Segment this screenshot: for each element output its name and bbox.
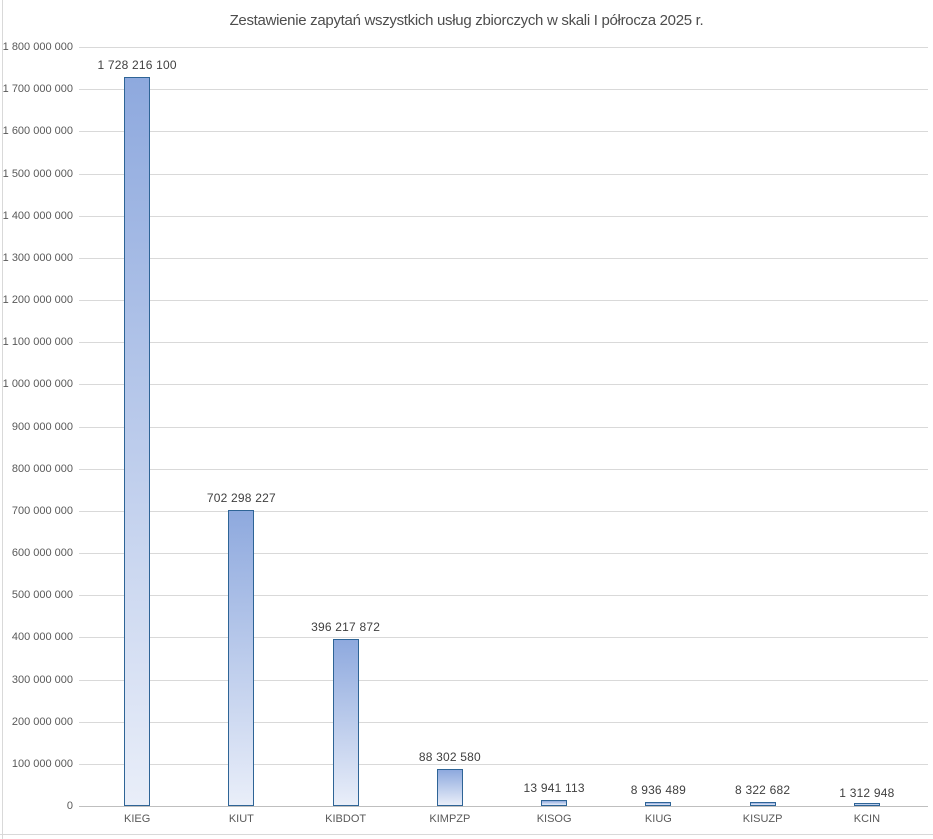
gridline bbox=[79, 384, 928, 386]
bar bbox=[853, 803, 880, 806]
bar-value-label: 8 936 489 bbox=[630, 783, 686, 798]
bar-value-label: 1 728 216 100 bbox=[97, 58, 177, 73]
gridline bbox=[79, 763, 928, 765]
y-tick-label: 1 700 000 000 bbox=[2, 83, 73, 96]
y-tick-label: 300 000 000 bbox=[11, 673, 73, 686]
x-category-label: KCIN bbox=[853, 813, 881, 825]
y-tick-label: 900 000 000 bbox=[11, 420, 73, 433]
gridline bbox=[79, 257, 928, 259]
x-category-label: KIEG bbox=[123, 813, 151, 825]
gridline bbox=[79, 215, 928, 217]
gridline bbox=[79, 679, 928, 681]
bar bbox=[436, 768, 463, 806]
gridline bbox=[79, 89, 928, 91]
y-tick-label: 500 000 000 bbox=[11, 589, 73, 602]
y-tick-label: 700 000 000 bbox=[11, 504, 73, 517]
bar-value-label: 1 312 948 bbox=[839, 786, 895, 801]
gridline bbox=[79, 131, 928, 133]
bar-value-label: 88 302 580 bbox=[418, 749, 481, 764]
y-tick-label: 1 200 000 000 bbox=[2, 294, 73, 306]
y-tick-label: 800 000 000 bbox=[11, 462, 73, 475]
x-category-label: KIUG bbox=[644, 813, 672, 825]
chart-title: Zestawienie zapytań wszystkich usług zbi… bbox=[229, 12, 704, 29]
x-category-label: KISUZP bbox=[742, 813, 783, 825]
x-category-label: KIMPZP bbox=[429, 813, 471, 825]
bar-value-label: 8 322 682 bbox=[735, 783, 791, 798]
y-tick-label: 400 000 000 bbox=[11, 631, 73, 644]
gridline bbox=[79, 510, 928, 512]
bar-value-label: 702 298 227 bbox=[206, 490, 276, 505]
gridline bbox=[79, 300, 928, 301]
gridline bbox=[79, 637, 928, 639]
gridline bbox=[79, 721, 928, 723]
bar bbox=[541, 800, 568, 806]
y-tick-label: 1 000 000 000 bbox=[2, 378, 73, 391]
bar bbox=[124, 77, 151, 806]
bar bbox=[749, 802, 776, 806]
bar-value-label: 396 217 872 bbox=[311, 619, 381, 634]
bar bbox=[645, 802, 672, 806]
bar bbox=[228, 509, 255, 806]
bar bbox=[332, 638, 359, 806]
x-category-label: KIBDOT bbox=[325, 813, 367, 825]
y-tick-label: 200 000 000 bbox=[11, 715, 73, 728]
gridline bbox=[79, 47, 928, 48]
gridline bbox=[79, 553, 928, 554]
x-axis-line bbox=[79, 806, 928, 807]
gridline bbox=[79, 342, 928, 344]
y-tick-label: 1 800 000 000 bbox=[2, 41, 73, 53]
y-tick-label: 1 300 000 000 bbox=[2, 251, 73, 264]
chart-frame-bottom-border bbox=[0, 834, 933, 835]
bar-value-label: 13 941 113 bbox=[523, 781, 585, 796]
y-tick-label: 1 100 000 000 bbox=[2, 336, 73, 349]
y-tick-label: 1 400 000 000 bbox=[2, 209, 73, 222]
chart-frame-left-border bbox=[2, 0, 3, 839]
y-tick-label: 1 600 000 000 bbox=[2, 125, 73, 138]
y-tick-label: 600 000 000 bbox=[11, 547, 73, 559]
x-category-label: KIUT bbox=[228, 813, 254, 825]
y-tick-label: 100 000 000 bbox=[11, 757, 73, 770]
gridline bbox=[79, 426, 928, 428]
x-category-label: KISOG bbox=[536, 813, 572, 825]
gridline bbox=[79, 173, 928, 175]
y-tick-label: 0 bbox=[66, 800, 73, 812]
y-tick-label: 1 500 000 000 bbox=[2, 167, 73, 180]
gridline bbox=[79, 595, 928, 597]
gridline bbox=[79, 468, 928, 470]
